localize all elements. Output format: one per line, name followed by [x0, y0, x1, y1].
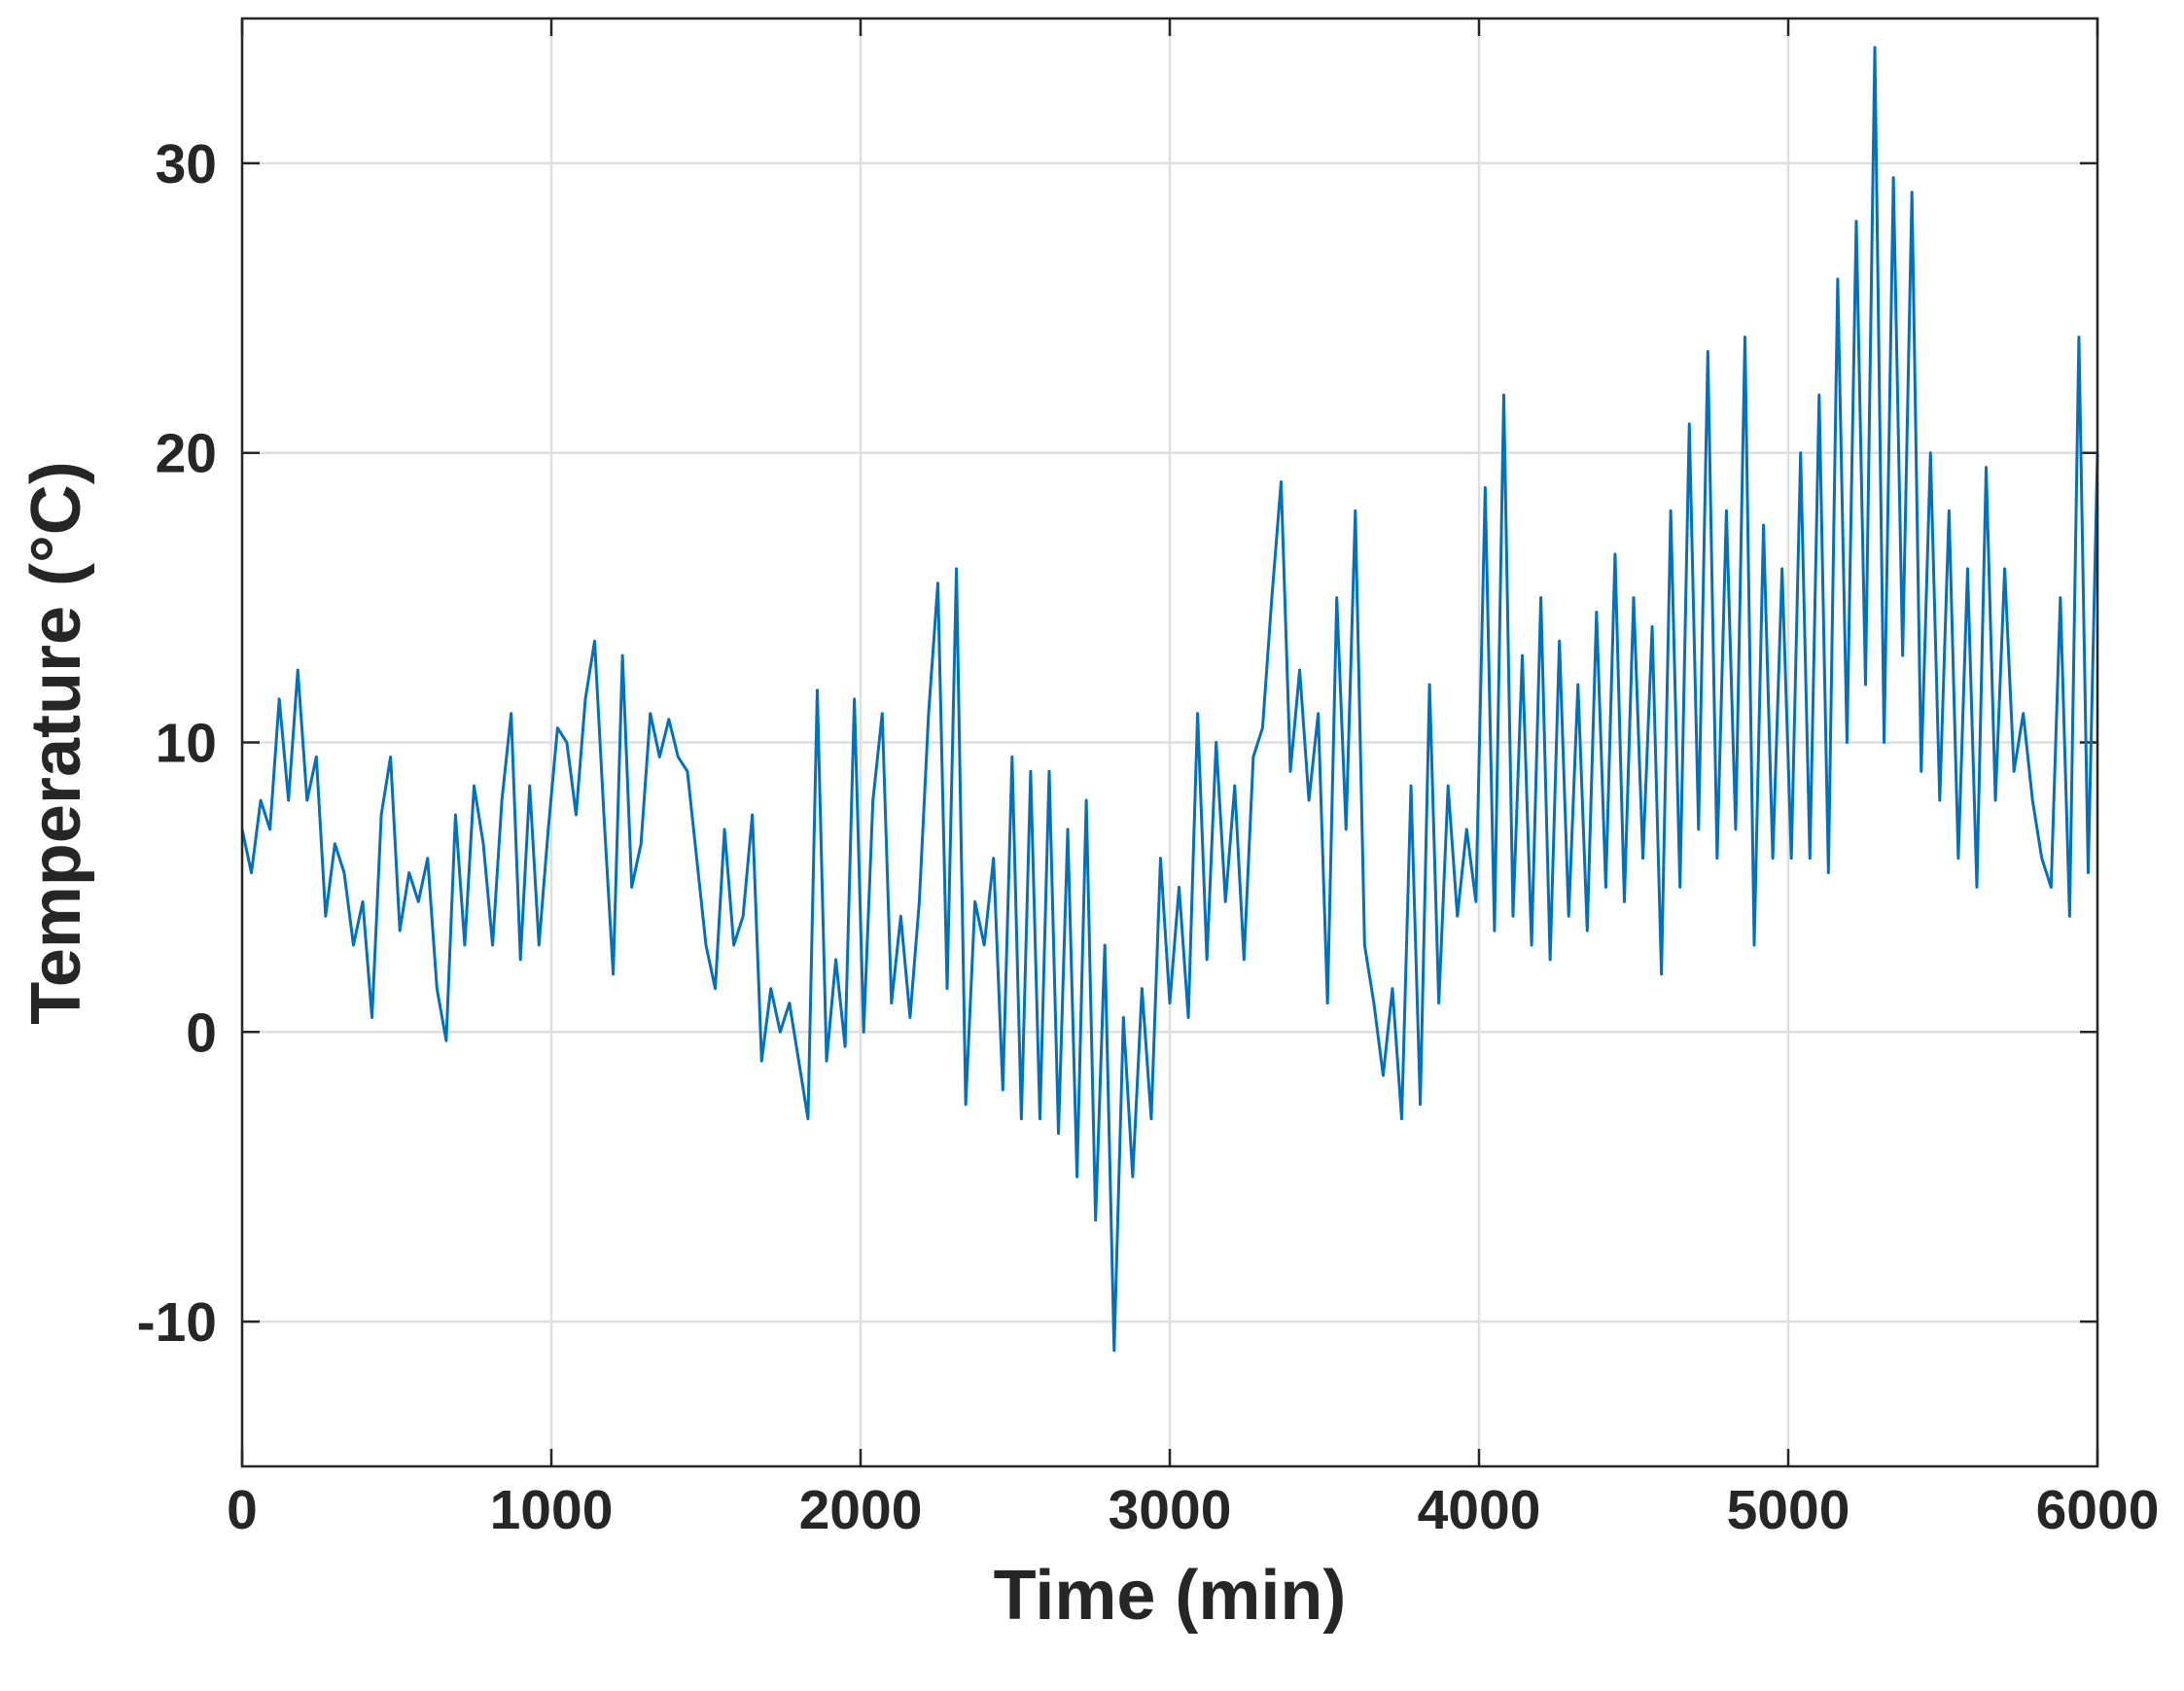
y-tick-label: 30 [156, 133, 217, 195]
x-tick-label: 6000 [2036, 1479, 2160, 1541]
y-tick-label: 0 [186, 1002, 217, 1064]
x-tick-label: 5000 [1727, 1479, 1850, 1541]
y-tick-label: 20 [156, 423, 217, 485]
y-axis-label: Temperature (°C) [18, 461, 95, 1025]
y-tick-label: 10 [156, 713, 217, 775]
x-tick-label: 3000 [1109, 1479, 1232, 1541]
x-tick-label: 4000 [1418, 1479, 1541, 1541]
x-axis-label: Time (min) [994, 1557, 1347, 1635]
x-tick-label: 2000 [799, 1479, 923, 1541]
plot-frame [240, 17, 2099, 1468]
y-tick-label: -10 [137, 1291, 217, 1354]
x-tick-label: 1000 [490, 1479, 614, 1541]
x-tick-label: 0 [227, 1479, 258, 1541]
data-line [240, 46, 2099, 1353]
